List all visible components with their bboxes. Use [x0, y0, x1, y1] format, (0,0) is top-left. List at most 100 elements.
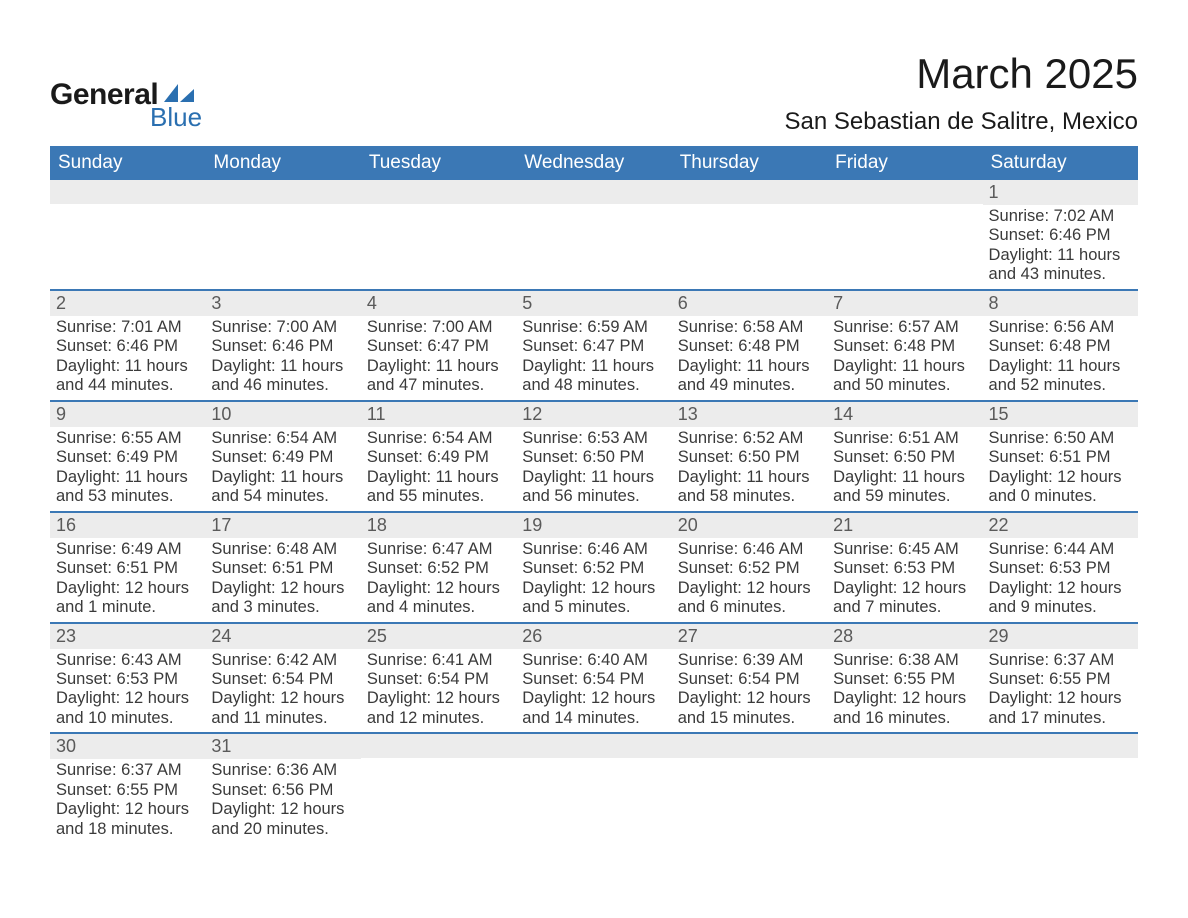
day-sunset: Sunset: 6:46 PM [211, 337, 354, 356]
day-number: 17 [205, 513, 360, 538]
day-number: 2 [50, 291, 205, 316]
day-number: 26 [516, 624, 671, 649]
logo: General Blue [50, 78, 202, 133]
calendar-cell: 5Sunrise: 6:59 AMSunset: 6:47 PMDaylight… [516, 290, 671, 401]
day-sunrise: Sunrise: 6:37 AM [989, 651, 1132, 670]
calendar-cell: 1Sunrise: 7:02 AMSunset: 6:46 PMDaylight… [983, 180, 1138, 290]
day-sunset: Sunset: 6:54 PM [522, 670, 665, 689]
calendar-cell: 31Sunrise: 6:36 AMSunset: 6:56 PMDayligh… [205, 733, 360, 843]
day-body [361, 758, 516, 836]
day-sunset: Sunset: 6:51 PM [211, 559, 354, 578]
col-sunday: Sunday [50, 146, 205, 180]
day-day1: Daylight: 12 hours [989, 579, 1132, 598]
day-sunset: Sunset: 6:49 PM [56, 448, 199, 467]
calendar-cell: 10Sunrise: 6:54 AMSunset: 6:49 PMDayligh… [205, 401, 360, 512]
day-day1: Daylight: 12 hours [56, 689, 199, 708]
day-day2: and 1 minute. [56, 598, 199, 617]
day-sunrise: Sunrise: 6:38 AM [833, 651, 976, 670]
day-body [361, 204, 516, 282]
day-sunset: Sunset: 6:55 PM [56, 781, 199, 800]
day-number: 7 [827, 291, 982, 316]
calendar-cell [361, 733, 516, 843]
day-sunset: Sunset: 6:46 PM [989, 226, 1132, 245]
day-day1: Daylight: 12 hours [211, 800, 354, 819]
day-day1: Daylight: 11 hours [678, 357, 821, 376]
calendar-cell: 6Sunrise: 6:58 AMSunset: 6:48 PMDaylight… [672, 290, 827, 401]
day-day1: Daylight: 12 hours [522, 689, 665, 708]
day-day1: Daylight: 11 hours [211, 357, 354, 376]
day-sunset: Sunset: 6:48 PM [833, 337, 976, 356]
day-number: 22 [983, 513, 1138, 538]
calendar-week-row: 9Sunrise: 6:55 AMSunset: 6:49 PMDaylight… [50, 401, 1138, 512]
day-day1: Daylight: 11 hours [522, 468, 665, 487]
day-body: Sunrise: 6:50 AMSunset: 6:51 PMDaylight:… [983, 427, 1138, 511]
calendar-cell: 15Sunrise: 6:50 AMSunset: 6:51 PMDayligh… [983, 401, 1138, 512]
col-saturday: Saturday [983, 146, 1138, 180]
day-day1: Daylight: 11 hours [56, 468, 199, 487]
calendar-cell [983, 733, 1138, 843]
day-sunrise: Sunrise: 6:43 AM [56, 651, 199, 670]
day-day1: Daylight: 11 hours [367, 468, 510, 487]
day-body: Sunrise: 7:02 AMSunset: 6:46 PMDaylight:… [983, 205, 1138, 289]
day-sunrise: Sunrise: 6:46 AM [522, 540, 665, 559]
title-location: San Sebastian de Salitre, Mexico [784, 108, 1138, 136]
calendar-cell: 7Sunrise: 6:57 AMSunset: 6:48 PMDaylight… [827, 290, 982, 401]
day-number: 16 [50, 513, 205, 538]
day-day2: and 50 minutes. [833, 376, 976, 395]
calendar-week-row: 16Sunrise: 6:49 AMSunset: 6:51 PMDayligh… [50, 512, 1138, 623]
calendar-cell: 26 Sunrise: 6:40 AMSunset: 6:54 PMDayligh… [516, 623, 671, 734]
logo-swoosh-icon [164, 82, 194, 104]
day-number [361, 734, 516, 758]
day-day2: and 56 minutes. [522, 487, 665, 506]
calendar-week-row: 23Sunrise: 6:43 AMSunset: 6:53 PMDayligh… [50, 623, 1138, 734]
day-sunset: Sunset: 6:51 PM [56, 559, 199, 578]
day-day2: and 0 minutes. [989, 487, 1132, 506]
calendar-cell [50, 180, 205, 290]
day-day1: Daylight: 11 hours [211, 468, 354, 487]
day-body: Sunrise: 6:48 AMSunset: 6:51 PMDaylight:… [205, 538, 360, 622]
col-tuesday: Tuesday [361, 146, 516, 180]
day-number: 15 [983, 402, 1138, 427]
calendar-cell: 14Sunrise: 6:51 AMSunset: 6:50 PMDayligh… [827, 401, 982, 512]
day-body: Sunrise: 6:47 AMSunset: 6:52 PMDaylight:… [361, 538, 516, 622]
day-day2: and 46 minutes. [211, 376, 354, 395]
day-sunset: Sunset: 6:47 PM [367, 337, 510, 356]
day-sunrise: Sunrise: 6:54 AM [211, 429, 354, 448]
col-thursday: Thursday [672, 146, 827, 180]
day-body: Sunrise: 6:43 AMSunset: 6:53 PMDaylight:… [50, 649, 205, 733]
day-day1: Daylight: 11 hours [989, 246, 1132, 265]
day-number [827, 734, 982, 758]
day-sunrise: Sunrise: 6:50 AM [989, 429, 1132, 448]
calendar-cell: 22Sunrise: 6:44 AMSunset: 6:53 PMDayligh… [983, 512, 1138, 623]
calendar-cell: 24Sunrise: 6:42 AMSunset: 6:54 PMDayligh… [205, 623, 360, 734]
day-day2: and 47 minutes. [367, 376, 510, 395]
day-body: Sunrise: 7:01 AMSunset: 6:46 PMDaylight:… [50, 316, 205, 400]
calendar-cell: 16Sunrise: 6:49 AMSunset: 6:51 PMDayligh… [50, 512, 205, 623]
calendar-cell: 20Sunrise: 6:46 AMSunset: 6:52 PMDayligh… [672, 512, 827, 623]
col-wednesday: Wednesday [516, 146, 671, 180]
day-sunrise: Sunrise: 6:45 AM [833, 540, 976, 559]
day-sunrise: Sunrise: 6:54 AM [367, 429, 510, 448]
day-sunrise: Sunrise: 7:00 AM [367, 318, 510, 337]
calendar-cell: 8Sunrise: 6:56 AMSunset: 6:48 PMDaylight… [983, 290, 1138, 401]
day-day2: and 15 minutes. [678, 709, 821, 728]
calendar-week-row: 30Sunrise: 6:37 AMSunset: 6:55 PMDayligh… [50, 733, 1138, 843]
day-day1: Daylight: 11 hours [833, 357, 976, 376]
day-number: 20 [672, 513, 827, 538]
calendar-cell: 4Sunrise: 7:00 AMSunset: 6:47 PMDaylight… [361, 290, 516, 401]
day-number [672, 180, 827, 204]
day-sunrise: Sunrise: 6:40 AM [522, 651, 665, 670]
day-sunset: Sunset: 6:50 PM [522, 448, 665, 467]
day-sunrise: Sunrise: 6:41 AM [367, 651, 510, 670]
day-number: 6 [672, 291, 827, 316]
day-sunrise: Sunrise: 7:01 AM [56, 318, 199, 337]
day-sunset: Sunset: 6:52 PM [522, 559, 665, 578]
day-body: Sunrise: 7:00 AMSunset: 6:47 PMDaylight:… [361, 316, 516, 400]
day-day2: and 12 minutes. [367, 709, 510, 728]
day-number: 13 [672, 402, 827, 427]
day-sunset: Sunset: 6:46 PM [56, 337, 199, 356]
day-body: Sunrise: 6:59 AMSunset: 6:47 PMDaylight:… [516, 316, 671, 400]
col-friday: Friday [827, 146, 982, 180]
day-sunset: Sunset: 6:53 PM [833, 559, 976, 578]
day-number: 12 [516, 402, 671, 427]
